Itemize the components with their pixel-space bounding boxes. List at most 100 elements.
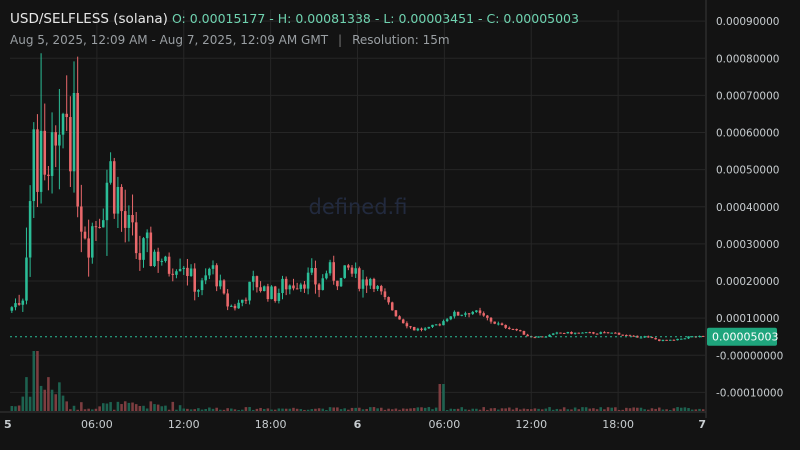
- candle-body: [570, 331, 573, 334]
- candle-body: [438, 324, 442, 326]
- volume-bar: [109, 402, 112, 411]
- candle-body: [233, 305, 237, 309]
- candle-body: [566, 331, 570, 334]
- candle-body: [186, 267, 189, 277]
- volume-bar: [650, 408, 654, 411]
- candle-body: [255, 276, 259, 288]
- candle-body: [36, 129, 39, 192]
- volume-bar: [156, 404, 160, 411]
- candle-body: [460, 314, 464, 316]
- candle-body: [76, 92, 79, 207]
- candle-body: [614, 332, 617, 334]
- candle-body: [471, 311, 475, 314]
- volume-bar: [237, 409, 240, 411]
- candle-body: [72, 92, 76, 172]
- volume-bar: [259, 407, 262, 411]
- candle-body: [284, 278, 288, 290]
- candle-body: [423, 328, 427, 330]
- candle-body: [350, 267, 354, 274]
- candle-body: [493, 321, 496, 324]
- candle-body: [83, 231, 87, 239]
- candle-body: [405, 323, 409, 327]
- volume-bar: [361, 409, 365, 411]
- candle-body: [127, 214, 131, 228]
- volume-bar: [273, 409, 277, 411]
- candle-body: [17, 303, 21, 305]
- volume-bar: [314, 408, 317, 411]
- candle-body: [347, 265, 350, 268]
- volume-bar: [394, 408, 398, 411]
- volume-bar: [442, 384, 445, 411]
- volume-bar: [69, 409, 72, 411]
- volume-bar: [376, 408, 379, 411]
- volume-bar: [679, 407, 683, 411]
- volume-bar: [460, 407, 464, 411]
- volume-bar: [570, 409, 573, 411]
- volume-bar: [445, 409, 449, 411]
- volume-bar: [215, 407, 218, 411]
- y-tick-label: 0.00040000: [716, 202, 779, 214]
- candle-body: [372, 278, 376, 289]
- candle-body: [559, 332, 562, 334]
- volume-bar: [621, 409, 624, 411]
- candle-body: [61, 113, 65, 135]
- volume-bar: [288, 408, 292, 411]
- volume-bar: [310, 409, 314, 411]
- candle-body: [65, 113, 68, 118]
- candle-body: [588, 332, 592, 334]
- y-tick-label: 0.00070000: [716, 90, 779, 102]
- volume-bar: [112, 409, 116, 411]
- candle-body: [668, 339, 672, 341]
- volume-bar: [343, 408, 346, 411]
- candle-body: [292, 285, 295, 289]
- candle-body: [676, 338, 679, 341]
- candle-body: [606, 332, 610, 334]
- candle-body: [625, 334, 628, 336]
- volume-bar: [625, 407, 628, 411]
- volume-bar: [36, 351, 39, 411]
- volume-bar: [577, 409, 581, 411]
- volume-bar: [50, 389, 54, 411]
- volume-bar: [189, 409, 193, 411]
- volume-bar: [61, 395, 65, 411]
- candle-body: [109, 161, 112, 183]
- candle-body: [230, 305, 233, 307]
- volume-bar: [456, 408, 460, 411]
- volume-bar: [628, 408, 632, 411]
- volume-bar: [101, 403, 105, 411]
- candle-body: [478, 310, 482, 314]
- candle-body: [306, 272, 310, 289]
- volume-bar: [244, 407, 248, 411]
- volume-bar: [683, 407, 687, 411]
- volume-bar: [668, 409, 672, 411]
- candle-body: [200, 280, 204, 291]
- candle-body: [32, 129, 36, 202]
- volume-bar: [160, 406, 164, 411]
- volume-bar: [292, 407, 295, 411]
- candle-body: [171, 273, 175, 275]
- candle-body: [50, 132, 54, 176]
- volume-bar: [379, 407, 383, 411]
- candle-body: [21, 300, 25, 305]
- volume-bar: [149, 401, 153, 411]
- candle-body: [270, 286, 273, 300]
- volume-bar: [80, 402, 83, 411]
- volume-bar: [617, 409, 621, 411]
- candle-body: [160, 260, 164, 262]
- candle-body: [643, 336, 646, 338]
- volume-bar: [566, 409, 570, 411]
- candle-body: [25, 257, 28, 301]
- volume-bar: [28, 396, 32, 411]
- candle-body: [420, 328, 423, 330]
- candle-body: [409, 326, 412, 328]
- candle-body: [336, 280, 339, 287]
- volume-bar: [654, 408, 657, 411]
- volume-bar: [17, 405, 21, 411]
- volume-bar: [672, 408, 676, 411]
- candle-body: [665, 339, 668, 341]
- candle-body: [339, 277, 343, 287]
- candle-body: [647, 336, 650, 338]
- candle-body: [592, 332, 595, 334]
